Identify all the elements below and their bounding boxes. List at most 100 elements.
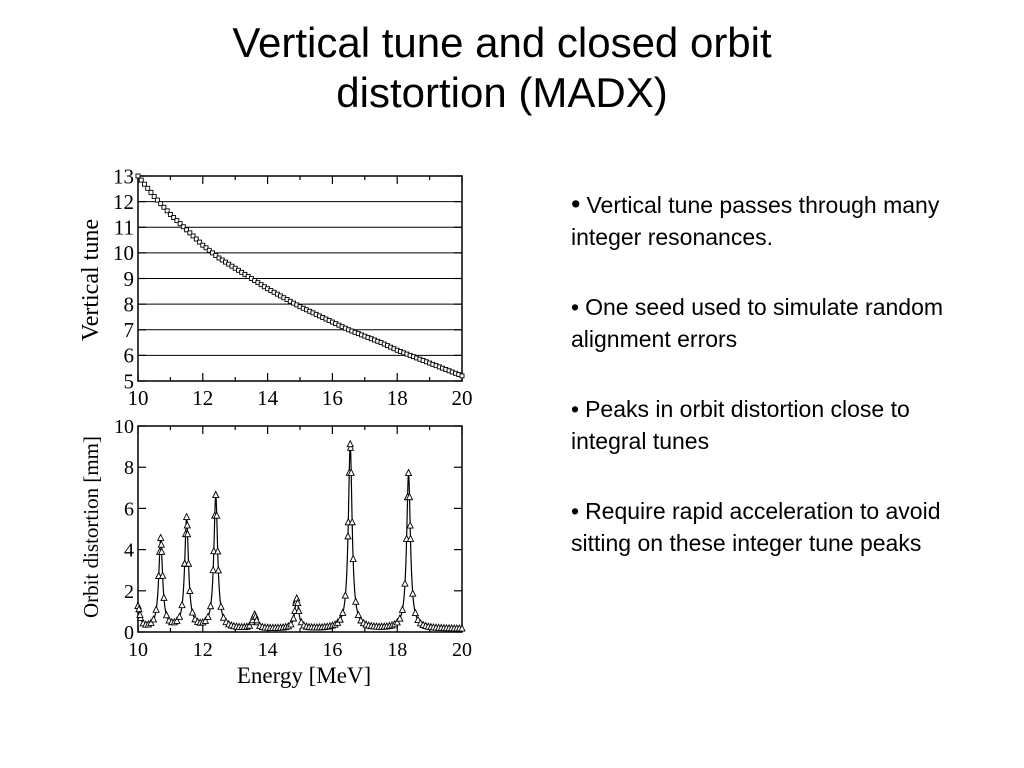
x-tick-label: 14 — [258, 639, 278, 661]
slide-title-line1: Vertical tune and closed orbit — [232, 19, 772, 66]
orbit-marker — [336, 615, 344, 623]
y-tick-label: 6 — [124, 344, 135, 368]
x-tick-label: 10 — [128, 386, 149, 410]
bullet-text: One seed used to simulate random alignme… — [571, 294, 944, 352]
tune-marker — [148, 189, 154, 195]
x-tick-label: 20 — [452, 639, 472, 661]
orbit-marker — [393, 617, 401, 626]
tune-y-axis-label: Vertical tune — [78, 219, 104, 341]
tune-marker — [151, 194, 157, 199]
y-tick-label: 2 — [124, 581, 134, 603]
orbit-marker — [206, 601, 215, 610]
tune-marker — [193, 236, 199, 242]
bullet-text: Vertical tune passes through many intege… — [571, 192, 940, 250]
orbit-marker — [157, 547, 166, 555]
y-tick-label: 13 — [113, 164, 134, 188]
orbit-marker — [162, 610, 171, 619]
orbit-marker — [349, 554, 357, 562]
y-tick-label: 11 — [114, 216, 134, 240]
orbit-marker — [213, 511, 221, 519]
bullet-item: • Require rapid acceleration to avoid sit… — [571, 498, 941, 556]
orbit-marker — [183, 529, 192, 538]
orbit-marker — [458, 624, 466, 632]
y-tick-label: 9 — [124, 267, 135, 291]
tune-marker — [187, 230, 193, 236]
tune-marker — [154, 197, 160, 203]
orbit-marker — [344, 531, 352, 540]
orbit-marker — [188, 608, 197, 616]
orbit-marker — [346, 443, 355, 451]
orbit-marker — [339, 608, 347, 616]
orbit-marker — [354, 610, 363, 619]
orbit-marker — [213, 546, 222, 555]
tune-marker — [158, 201, 164, 207]
orbit-marker — [287, 619, 295, 628]
x-tick-label: 12 — [193, 639, 213, 661]
tune-marker — [459, 373, 465, 379]
x-axis-label: Energy [MeV] — [237, 663, 371, 688]
orbit-marker — [252, 615, 261, 624]
orbit-marker — [409, 589, 417, 597]
orbit-marker — [289, 613, 298, 622]
y-tick-label: 7 — [124, 318, 135, 342]
tune-marker — [171, 215, 177, 220]
orbit-marker — [347, 468, 355, 476]
tune-line — [137, 175, 463, 377]
orbit-marker — [214, 565, 223, 574]
tune-marker — [145, 185, 151, 191]
bullet-item: • Vertical tune passes through many integ… — [571, 189, 940, 250]
orbit-marker — [183, 520, 191, 529]
tune-marker — [200, 242, 206, 248]
orbit-marker — [184, 559, 193, 567]
tune-marker — [197, 239, 203, 245]
orbit-marker — [212, 490, 220, 499]
orbit-marker — [401, 579, 409, 587]
orbit-marker — [209, 565, 217, 574]
orbit-marker — [201, 616, 210, 624]
orbit-marker — [405, 492, 414, 501]
tune-marker — [180, 224, 186, 230]
orbit-marker — [158, 571, 167, 579]
y-tick-label: 12 — [113, 190, 134, 214]
tune-marker — [213, 252, 219, 258]
tune-marker — [138, 177, 144, 183]
orbit-y-axis-label: Orbit distortion [mm] — [79, 436, 103, 618]
tune-marker — [206, 247, 212, 253]
orbit-marker — [173, 616, 181, 624]
orbit-marker — [178, 600, 186, 609]
x-tick-label: 16 — [322, 639, 342, 661]
orbit-marker — [396, 614, 404, 622]
orbit-marker — [219, 613, 228, 621]
orbit-marker — [160, 593, 168, 601]
bullet-item: • One seed used to simulate random alignm… — [571, 294, 944, 352]
orbit-marker — [136, 610, 144, 618]
orbit-marker — [204, 612, 212, 620]
slide-title: Vertical tune and closed orbit distortio… — [0, 18, 1004, 118]
orbit-marker — [186, 586, 194, 594]
x-tick-label: 14 — [257, 386, 279, 410]
tune-marker — [142, 181, 147, 187]
bullet-item: • Peaks in orbit distortion close to inte… — [571, 396, 910, 454]
orbit-marker — [147, 618, 155, 626]
y-tick-label: 4 — [124, 540, 134, 562]
orbit-chart: 10 12 14 16 18 20 0 2 4 6 8 10 — [114, 416, 472, 661]
orbit-marker — [182, 512, 191, 521]
orbit-marker — [152, 605, 160, 613]
orbit-marker — [149, 614, 158, 623]
y-tick-label: 8 — [124, 457, 134, 479]
orbit-marker — [175, 612, 184, 620]
y-tick-label: 6 — [124, 498, 134, 520]
orbit-marker — [406, 534, 415, 542]
x-tick-label: 12 — [192, 386, 213, 410]
tune-marker — [161, 204, 167, 210]
y-tick-label: 10 — [114, 416, 134, 438]
orbit-marker — [156, 533, 165, 541]
orbit-marker — [293, 593, 301, 602]
slide-title-line2: distortion (MADX) — [336, 69, 668, 116]
orbit-marker — [341, 591, 350, 599]
tune-marker — [135, 173, 141, 179]
tune-marker — [203, 245, 209, 251]
x-tick-label: 18 — [387, 386, 408, 410]
